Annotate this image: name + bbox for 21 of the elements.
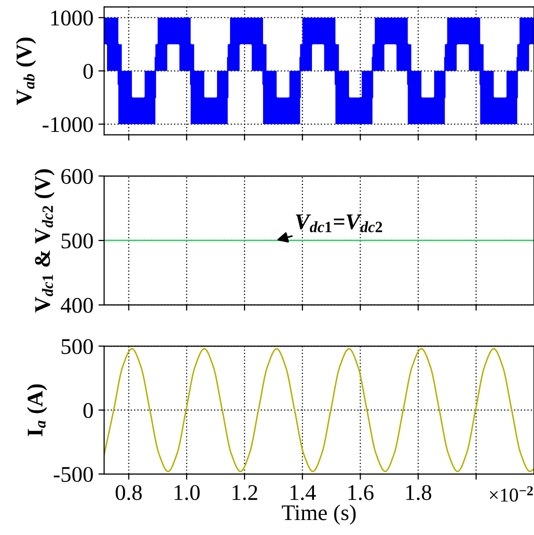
y-tick-label: 0 <box>83 403 93 418</box>
y-tick-label: 400 <box>60 298 93 313</box>
y-axis-title: V$_{dc1}$ & V$_{dc2}$ (V) <box>34 169 55 312</box>
y-axis-title: I$_{a}$ (A) <box>26 384 48 436</box>
y-tick-label: 500 <box>62 233 93 248</box>
y-tick-label: -1000 <box>42 117 93 132</box>
y-tick-label: 1000 <box>51 10 93 26</box>
annotation: V$_{dc1}$=V$_{dc2}$ <box>296 214 382 232</box>
y-tick-label: 600 <box>61 168 93 184</box>
x-tick-label: 1.8 <box>406 485 432 500</box>
x-tick-label: 0.8 <box>116 485 142 500</box>
text: ×10$^{−2}$ <box>490 486 533 502</box>
y-tick-label: -500 <box>54 466 93 482</box>
x-tick-label: 1.0 <box>174 485 200 500</box>
y-tick-label: 500 <box>62 339 93 354</box>
y-tick-label: 0 <box>83 64 93 79</box>
y-axis-title: V$_{ab}$ (V) <box>16 38 36 106</box>
x-tick-label: 1.6 <box>348 485 374 500</box>
x-axis-title: Time (s) <box>282 504 356 525</box>
x-tick-label: 1.2 <box>232 485 258 500</box>
x-tick-label: 1.4 <box>290 485 316 500</box>
